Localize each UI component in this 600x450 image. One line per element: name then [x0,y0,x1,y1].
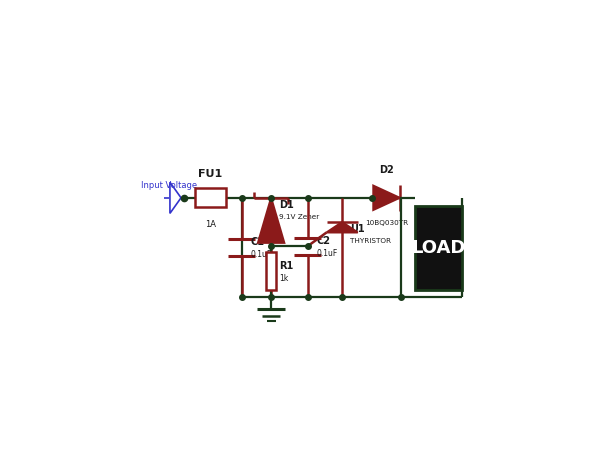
Text: C1: C1 [250,237,265,247]
Bar [266,252,277,291]
Text: 1A: 1A [205,220,216,230]
Text: Input Voltage: Input Voltage [141,181,197,190]
Text: THYRISTOR: THYRISTOR [350,238,391,244]
Text: U1: U1 [350,224,364,234]
Text: 0.1uF: 0.1uF [316,249,337,258]
Text: 9.1V Zener: 9.1V Zener [279,214,319,220]
Text: FU1: FU1 [199,169,223,179]
Polygon shape [326,222,358,233]
Text: D2: D2 [379,165,394,176]
Polygon shape [258,198,284,243]
Text: C2: C2 [316,236,330,246]
Polygon shape [373,186,400,210]
Text: R1: R1 [279,261,293,271]
Text: 1k: 1k [279,274,288,283]
Bar [195,188,226,207]
Text: D1: D1 [279,200,293,210]
Text: 0.1uF: 0.1uF [250,250,272,259]
Bar [415,207,461,290]
Text: 10BQ030TR: 10BQ030TR [365,220,408,226]
Text: LOAD: LOAD [411,239,466,257]
